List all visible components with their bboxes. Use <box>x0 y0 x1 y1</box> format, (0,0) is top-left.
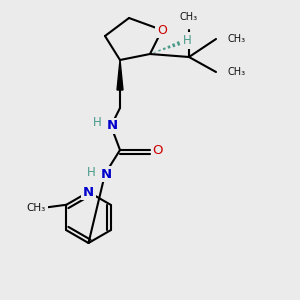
Text: CH₃: CH₃ <box>180 11 198 22</box>
Text: H: H <box>87 166 96 179</box>
Text: O: O <box>157 23 167 37</box>
Polygon shape <box>117 60 123 90</box>
Text: CH₃: CH₃ <box>27 203 46 213</box>
Text: N: N <box>83 185 94 199</box>
Text: O: O <box>152 143 163 157</box>
Text: N: N <box>107 119 118 133</box>
Text: H: H <box>183 34 192 47</box>
Text: CH₃: CH₃ <box>228 67 246 77</box>
Text: N: N <box>101 167 112 181</box>
Text: CH₃: CH₃ <box>228 34 246 44</box>
Text: H: H <box>93 116 102 130</box>
